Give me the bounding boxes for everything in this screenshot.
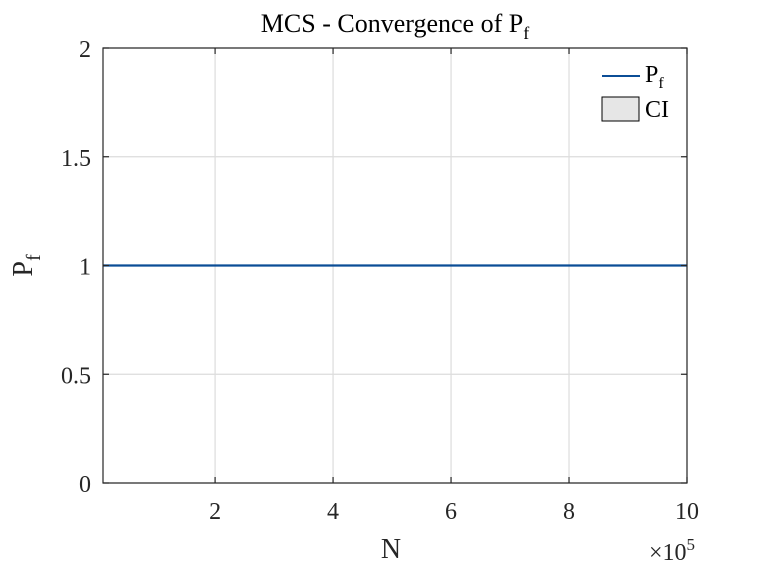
x-tick-label: 10	[675, 499, 699, 525]
x-tick-label: 8	[563, 499, 575, 525]
chart-title-sub: f	[523, 23, 529, 43]
y-tick-label: 0	[79, 472, 91, 498]
y-tick-label: 2	[79, 37, 91, 63]
ticks: 2 4 6 8 10 0 0.5 1 1.5 2	[61, 37, 699, 525]
legend-pf-sub: f	[658, 75, 664, 92]
y-axis-label: Pf	[8, 254, 45, 277]
x-tick-label: 2	[209, 499, 221, 525]
legend: Pf CI	[596, 56, 682, 126]
x-axis-label: N	[381, 534, 401, 565]
chart-title: MCS - Convergence of Pf	[261, 9, 529, 43]
legend-pf-main: P	[645, 62, 658, 88]
x-exponent-power: 5	[687, 535, 696, 554]
legend-entry-pf: Pf	[645, 62, 664, 92]
chart-title-main: MCS - Convergence of P	[261, 9, 523, 38]
y-tick-label: 1	[79, 255, 91, 281]
legend-entry-ci: CI	[645, 97, 669, 123]
x-axis-exponent: ×105	[649, 535, 695, 566]
y-tick-label: 1.5	[61, 146, 91, 172]
legend-ci-swatch	[601, 96, 640, 122]
x-exponent-base: ×10	[649, 540, 687, 566]
x-tick-label: 6	[445, 499, 457, 525]
y-axis-label-sub: f	[23, 254, 45, 261]
x-tick-label: 4	[327, 499, 339, 525]
y-tick-label: 0.5	[61, 363, 91, 389]
y-axis-label-main: P	[8, 261, 39, 277]
